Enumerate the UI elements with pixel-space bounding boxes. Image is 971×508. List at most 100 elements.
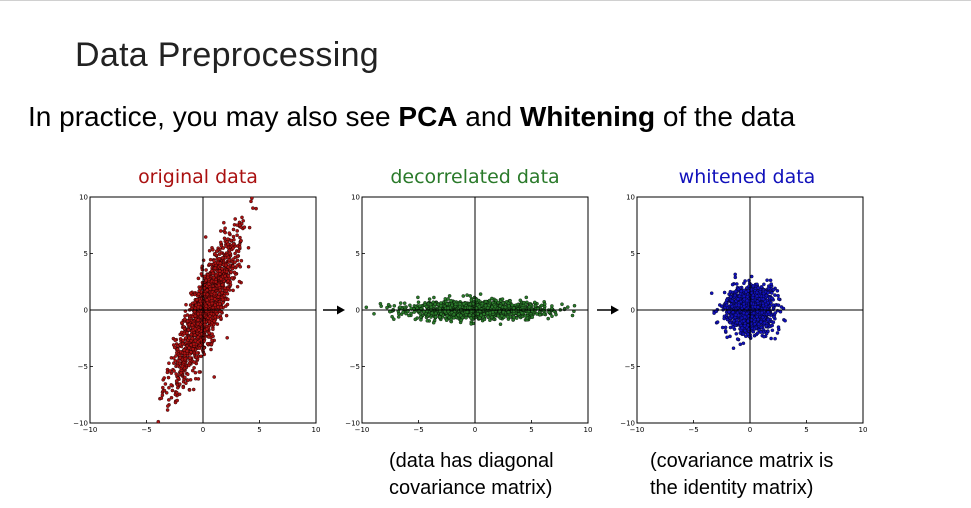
- data-point: [165, 408, 170, 412]
- data-point: [401, 310, 405, 315]
- data-point: [496, 300, 501, 305]
- data-point: [506, 310, 511, 314]
- data-point: [533, 300, 537, 305]
- data-point: [506, 301, 511, 306]
- data-point: [220, 290, 224, 295]
- top-divider: [0, 0, 971, 1]
- data-point: [184, 302, 188, 307]
- data-point: [183, 375, 187, 380]
- data-point: [212, 291, 217, 296]
- data-point: [196, 292, 201, 296]
- data-point: [753, 322, 757, 326]
- data-point: [172, 356, 176, 360]
- subtitle-prefix: In practice, you may also see: [28, 101, 399, 132]
- data-point: [736, 287, 741, 291]
- data-point: [407, 313, 411, 318]
- data-point: [425, 319, 430, 323]
- data-point: [182, 327, 187, 331]
- data-point: [209, 342, 214, 347]
- data-point: [223, 226, 227, 230]
- data-point: [233, 260, 237, 264]
- data-point: [182, 331, 187, 336]
- data-point: [159, 396, 164, 400]
- plot-title-original: original data: [138, 166, 258, 188]
- data-point: [775, 331, 780, 335]
- data-point: [755, 290, 759, 295]
- data-point: [390, 314, 394, 319]
- data-point: [207, 262, 212, 266]
- data-point: [746, 332, 750, 336]
- data-point: [211, 271, 215, 276]
- data-point: [211, 327, 215, 332]
- data-point: [542, 302, 547, 306]
- y-tick-label: −5: [350, 363, 360, 371]
- data-point: [219, 305, 223, 310]
- data-point: [206, 335, 211, 339]
- data-point: [235, 258, 240, 263]
- data-point: [213, 297, 217, 301]
- data-point: [197, 346, 202, 350]
- data-point: [458, 304, 462, 309]
- data-point: [205, 292, 210, 297]
- data-point: [755, 282, 759, 287]
- data-point: [196, 318, 200, 322]
- data-point: [745, 311, 749, 316]
- data-point: [508, 298, 512, 303]
- data-point: [776, 325, 781, 329]
- data-point: [755, 294, 759, 298]
- data-point: [208, 257, 213, 262]
- data-point: [467, 305, 472, 310]
- data-point: [239, 258, 244, 263]
- data-point: [728, 321, 733, 325]
- data-point: [238, 235, 242, 240]
- data-point: [174, 354, 178, 358]
- data-point: [231, 227, 236, 232]
- data-point: [188, 356, 192, 360]
- data-point: [224, 276, 229, 281]
- data-point: [202, 274, 207, 279]
- data-point: [501, 310, 506, 314]
- data-point: [231, 264, 235, 268]
- data-point: [162, 388, 167, 393]
- data-point: [433, 302, 437, 307]
- data-point: [231, 242, 236, 246]
- data-point: [764, 331, 769, 336]
- data-point: [745, 294, 750, 299]
- data-point: [772, 315, 776, 319]
- data-point: [215, 322, 220, 326]
- data-point: [237, 245, 242, 249]
- data-point: [196, 276, 201, 281]
- caption-line: (data has diagonal: [389, 450, 554, 472]
- data-point: [770, 291, 774, 295]
- data-point: [217, 252, 222, 256]
- data-point: [742, 297, 747, 302]
- data-point: [235, 233, 239, 237]
- data-point: [776, 293, 780, 298]
- data-point: [196, 305, 201, 309]
- data-point: [182, 317, 187, 322]
- data-point: [180, 321, 184, 325]
- data-point: [465, 293, 469, 297]
- data-point: [185, 313, 190, 317]
- data-point: [727, 310, 731, 314]
- data-point: [175, 347, 180, 352]
- data-point: [724, 303, 729, 308]
- data-point: [241, 219, 245, 223]
- y-tick-label: 5: [631, 250, 635, 258]
- data-point: [510, 303, 515, 307]
- data-point: [172, 345, 177, 350]
- data-point: [398, 301, 403, 305]
- data-point: [453, 302, 458, 307]
- data-point: [755, 331, 760, 335]
- data-point: [409, 311, 413, 316]
- slide-subtitle: In practice, you may also see PCA and Wh…: [28, 101, 795, 133]
- data-point: [759, 330, 763, 334]
- data-point: [431, 320, 436, 325]
- data-point: [205, 298, 209, 302]
- original-data-scatter-plot: −10 −5 0 5 10 10 5 0 −5 −10: [73, 194, 320, 435]
- data-point: [505, 314, 510, 319]
- data-point: [771, 320, 776, 325]
- y-tick-label: 5: [356, 250, 360, 258]
- data-point: [238, 265, 243, 269]
- data-point: [166, 375, 171, 380]
